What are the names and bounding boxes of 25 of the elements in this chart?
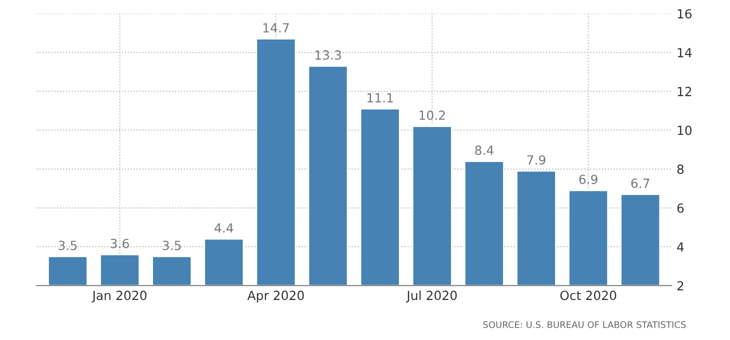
source-note: SOURCE: U.S. BUREAU OF LABOR STATISTICS: [483, 321, 686, 328]
x-tick-label: Apr 2020: [247, 290, 304, 303]
data-label: 14.7: [263, 23, 289, 32]
x-tick-label: Oct 2020: [560, 290, 616, 300]
y-tick-label: 4: [677, 242, 684, 252]
y-tick-label: 16: [678, 9, 692, 19]
y-tick-label: 2: [677, 281, 684, 290]
data-label: 3.5: [58, 240, 77, 250]
y-tick-label: 10: [678, 126, 692, 136]
data-label: 6.7: [631, 178, 650, 188]
y-tick-label: 14: [678, 48, 692, 58]
data-label: 6.9: [579, 174, 598, 184]
x-tick-label: Jan 2020: [92, 290, 146, 302]
data-label: 7.9: [527, 155, 546, 165]
data-label: 4.4: [214, 223, 234, 232]
data-label: 3.6: [110, 238, 129, 248]
y-tick-label: 8: [677, 164, 684, 174]
x-tick-label: Jul 2020: [406, 290, 457, 302]
data-label: 3.5: [162, 240, 181, 250]
y-tick-label: 12: [678, 86, 692, 96]
data-label: 13.3: [315, 50, 341, 60]
data-label: 10.2: [420, 110, 445, 120]
y-tick-label: 6: [677, 203, 684, 213]
data-label: 11.1: [368, 93, 393, 102]
data-label: 8.4: [475, 145, 494, 155]
